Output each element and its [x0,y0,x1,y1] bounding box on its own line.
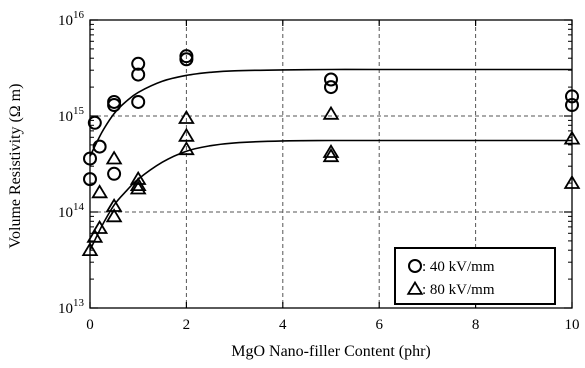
data-point-series-0 [131,67,146,82]
data-point-series-1 [91,219,109,234]
data-point-series-1 [178,141,195,156]
legend-entry-40kv: : 40 kV/mm [422,259,495,275]
x-axis-title: MgO Nano-filler Content (phr) [231,343,431,360]
legend-entry-80kv: : 80 kV/mm [422,282,495,298]
x-tick-label: 10 [565,317,580,333]
data-point-series-0 [107,94,122,109]
data-point-series-1 [322,148,340,163]
y-tick-label: 1014 [58,201,85,221]
data-point-series-1 [322,143,340,158]
data-point-series-0 [324,72,338,87]
data-point-series-1 [178,127,195,142]
legend-marker-circle [408,259,422,273]
y-tick-label: 1016 [58,9,85,29]
data-points [81,49,581,257]
data-point-series-0 [92,139,107,154]
data-point-series-1 [91,184,109,199]
data-point-series-0 [131,94,146,109]
data-point-series-0 [179,52,194,67]
y-tick-label: 1013 [58,297,85,317]
data-point-series-0 [107,166,122,181]
data-point-series-1 [129,170,147,185]
legend-circle-icon [408,259,422,273]
legend: : 40 kV/mm : 80 kV/mm [394,247,556,305]
fit-curve-series-0 [89,68,572,157]
axis-ticks: 0 2 4 6 8 10 1013 1014 1015 1016 [58,9,580,333]
legend-marker-triangle [406,280,424,295]
x-tick-label: 6 [375,317,383,333]
data-point-series-1 [86,228,104,243]
x-tick-label: 2 [183,317,191,333]
y-tick-label: 1015 [58,105,85,125]
data-point-series-0 [324,80,338,95]
data-point-series-0 [87,115,102,130]
legend-triangle-icon [406,280,424,295]
y-axis-title: Volume Resistivity (Ω m) [7,84,24,249]
data-point-series-1 [129,180,147,195]
data-point-series-1 [322,105,340,120]
data-point-series-1 [105,208,123,223]
x-tick-label: 0 [86,317,94,333]
data-point-series-1 [129,176,147,192]
fit-curves [89,68,572,251]
x-tick-label: 4 [279,317,287,333]
x-tick-label: 8 [472,317,480,333]
data-point-series-1 [178,109,195,124]
data-point-series-0 [131,56,146,71]
data-point-series-1 [105,150,123,165]
plot-frame [89,19,573,309]
